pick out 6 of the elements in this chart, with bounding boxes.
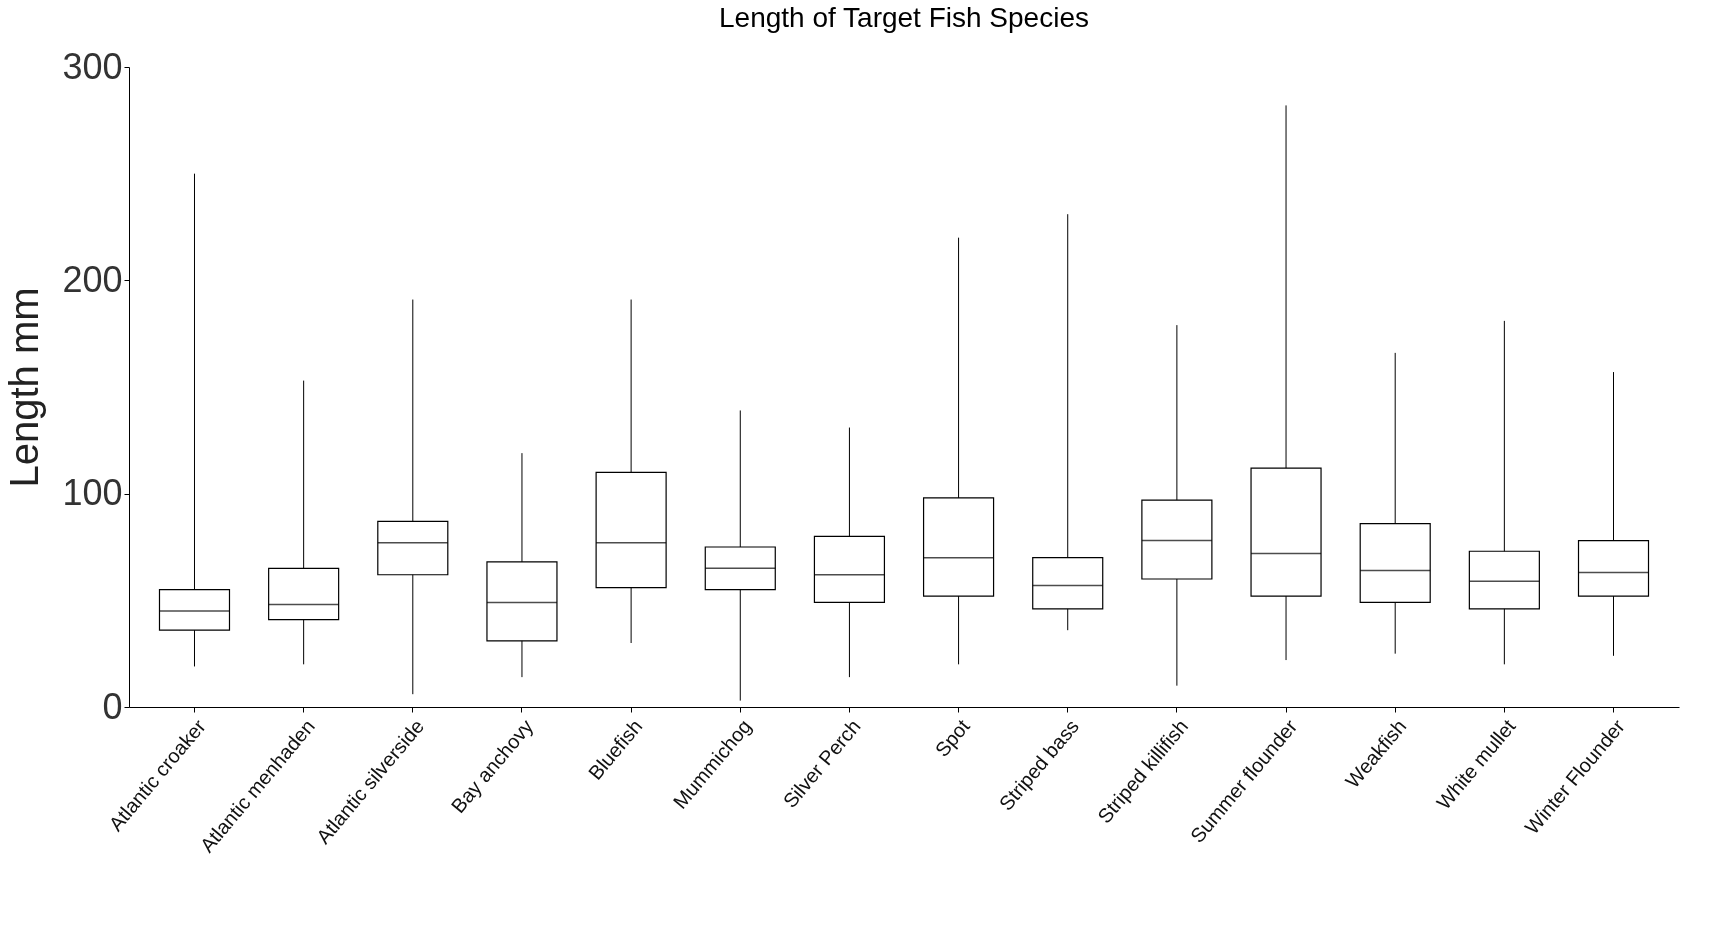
y-tick-label: 0 [102, 685, 123, 727]
chart-title: Length of Target Fish Species [719, 2, 1089, 33]
y-axis-title: Length mm [2, 287, 47, 488]
y-tick-label: 200 [62, 258, 123, 300]
y-tick-label: 300 [62, 45, 123, 87]
y-tick-label: 100 [62, 472, 123, 514]
